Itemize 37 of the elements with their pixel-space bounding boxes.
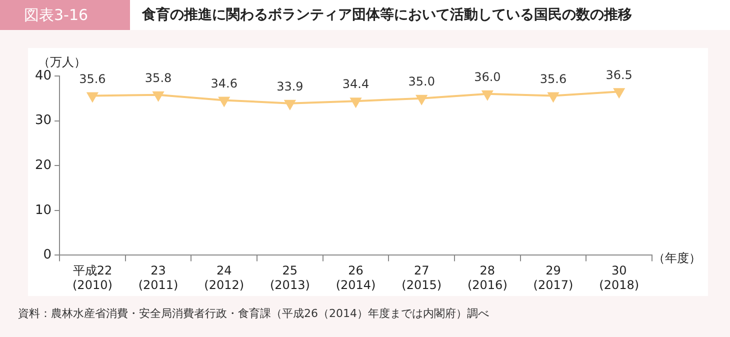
x-tick-label: 30 (2018): [599, 264, 640, 292]
point: [614, 88, 624, 98]
x-tick-label: 平成22 (2010): [72, 264, 112, 292]
point: [284, 100, 296, 110]
x-tick-label: 25 (2013): [270, 264, 310, 292]
y-axis-title: （万人）: [38, 54, 86, 70]
data-label: 35.8: [144, 70, 172, 85]
y-tick-label: 0: [43, 248, 52, 263]
point: [218, 96, 230, 106]
x-axis-title: （年度）: [653, 250, 701, 267]
y-tick-label: 10: [34, 202, 52, 218]
x-tick-label: 27 (2015): [402, 264, 442, 292]
point: [152, 91, 164, 101]
y-tick-label: 30: [34, 113, 52, 128]
x-tick-label: 29 (2017): [533, 264, 574, 292]
text: 資料：農林水産省消費・安全局消費者行政・食育課（平成26（2014）年度までは内閣府）調べ: [18, 306, 489, 321]
point: [416, 94, 427, 104]
x-tick-label: 28 (2016): [467, 264, 508, 292]
point: [87, 92, 98, 102]
text: 図表3-16: [0, 0, 130, 30]
data-label: 36.0: [474, 70, 501, 84]
x-tick-label: 24 (2012): [204, 264, 244, 292]
data-label: 34.6: [210, 76, 238, 90]
data-label: 35.0: [408, 74, 435, 89]
data-label: 34.4: [342, 77, 370, 92]
y-tick-label: 40: [34, 68, 52, 84]
chart-title: 食育の推進に関わるボランティア団体等において活動している国民の数の推移: [142, 6, 632, 24]
x-tick-label: 23 (2011): [138, 264, 178, 292]
y-tick-label: 20: [34, 158, 52, 173]
point: [482, 90, 493, 100]
data-label: 35.6: [79, 72, 106, 86]
data-label: 35.6: [540, 72, 567, 86]
point: [350, 98, 362, 108]
point: [548, 92, 559, 102]
data-label: 33.9: [276, 79, 304, 94]
data-label: 36.5: [606, 68, 632, 82]
x-tick-label: 26 (2014): [336, 264, 376, 292]
